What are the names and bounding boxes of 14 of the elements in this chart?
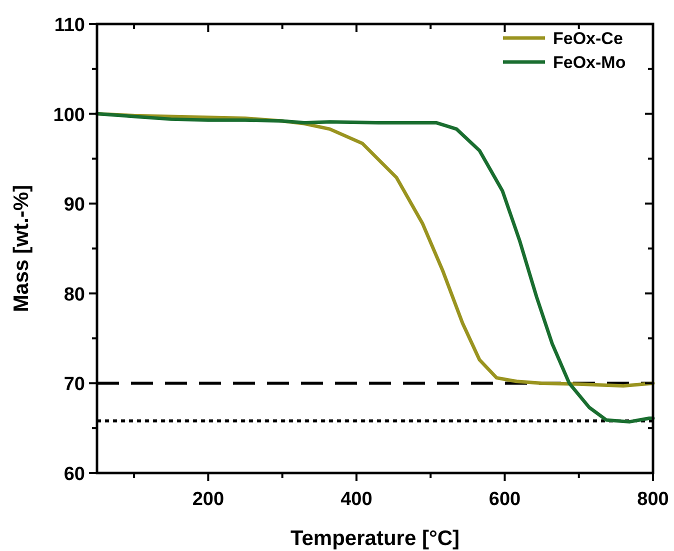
y-axis-title: Mass [wt.-%] bbox=[10, 184, 33, 312]
x-tick-label: 800 bbox=[637, 489, 669, 510]
y-tick-label: 80 bbox=[64, 284, 85, 306]
x-tick-label: 400 bbox=[340, 489, 372, 510]
x-axis-title: Temperature [°C] bbox=[290, 527, 460, 550]
y-tick-label: 100 bbox=[53, 104, 85, 126]
y-tick-label: 70 bbox=[64, 374, 85, 396]
legend-label: FeOx-Ce bbox=[553, 29, 623, 48]
x-tick-label: 600 bbox=[488, 489, 521, 510]
y-tick-label: 60 bbox=[64, 464, 85, 485]
legend-label: FeOx-Mo bbox=[553, 53, 626, 72]
y-tick-label: 110 bbox=[54, 15, 85, 36]
y-tick-label: 90 bbox=[64, 194, 85, 216]
x-tick-label: 200 bbox=[192, 489, 224, 510]
